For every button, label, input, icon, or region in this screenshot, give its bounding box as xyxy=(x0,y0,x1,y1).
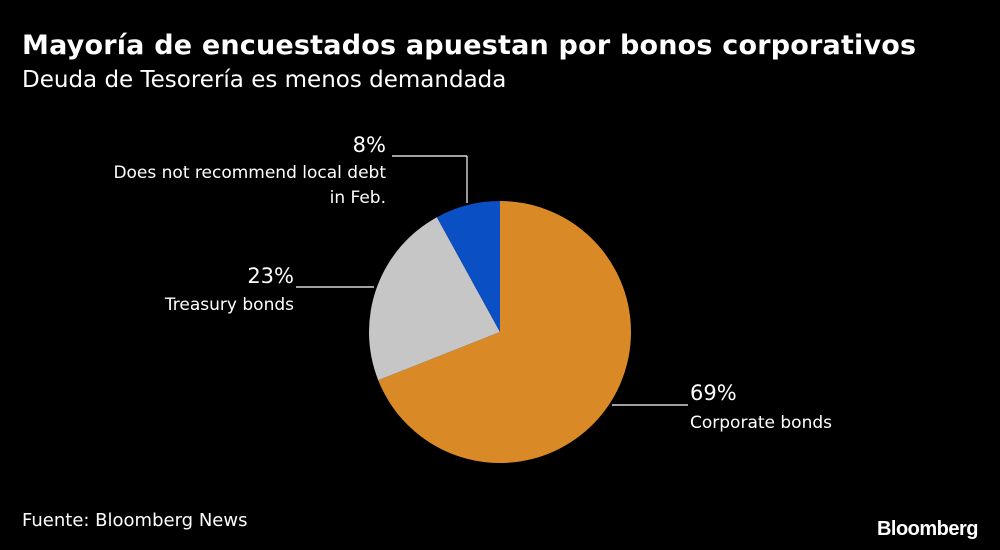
slice-category-label-2-1: in Feb. xyxy=(330,188,386,208)
slice-category-label-0: Corporate bonds xyxy=(690,413,832,433)
chart-subtitle: Deuda de Tesorería es menos demandada xyxy=(22,67,507,93)
slice-value-label-1: 23% xyxy=(247,264,294,288)
source-note: Fuente: Bloomberg News xyxy=(22,510,248,531)
slice-category-label-2-0: Does not recommend local debt xyxy=(113,163,386,183)
slice-category-label-1: Treasury bonds xyxy=(164,295,294,315)
slice-value-label-2: 8% xyxy=(353,133,386,157)
chart-title: Mayoría de encuestados apuestan por bono… xyxy=(22,30,917,61)
slice-value-label-0: 69% xyxy=(690,381,737,405)
pie-slice-2 xyxy=(436,201,500,332)
pie-slice-1 xyxy=(369,217,500,381)
pie-slice-0 xyxy=(378,201,632,463)
bloomberg-logo: Bloomberg xyxy=(876,518,979,540)
